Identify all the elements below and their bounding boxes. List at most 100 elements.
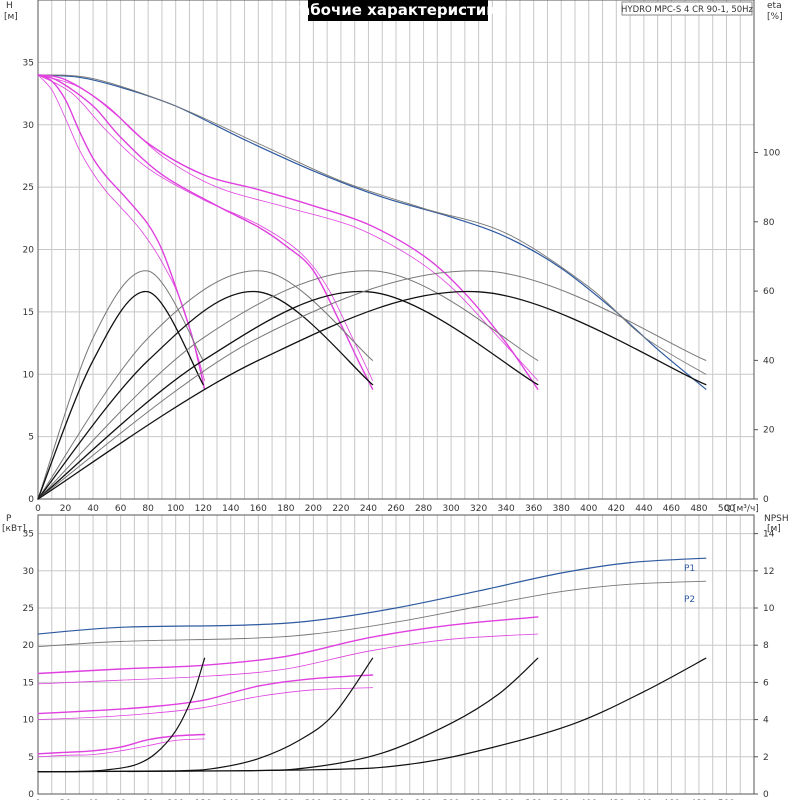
top-y2-axis-symbol: eta (767, 1, 782, 11)
p1-curve-label: P1 (684, 564, 695, 574)
bottom-y2-tick-label: 10 (763, 604, 775, 614)
top-y2-tick-label: 80 (763, 218, 775, 228)
top-x-tick-label: 220 (332, 504, 349, 514)
top-x-tick-label: 300 (442, 504, 459, 514)
top-x-tick-label: 280 (415, 504, 432, 514)
top-x-tick-label: 80 (142, 504, 154, 514)
bottom-y2-tick-label: 8 (763, 641, 769, 651)
top-x-tick-label: 20 (60, 504, 72, 514)
p2-curve-label: P2 (684, 595, 695, 605)
top-x-tick-label: 340 (498, 504, 515, 514)
top-grid (38, 0, 754, 499)
top-head-curve-5 (37, 74, 373, 381)
bottom-y2-tick-label: 4 (763, 716, 769, 726)
model-box (621, 1, 753, 16)
bottom-y-tick-label: 0 (28, 790, 34, 800)
bottom-y-tick-label: 20 (23, 641, 35, 651)
bottom-power-curve-5 (37, 687, 373, 720)
model-label: HYDRO MPC-S 4 CR 90-1, 50Hz (621, 5, 754, 15)
top-eff-curve-11 (37, 290, 374, 500)
top-y2-tick-label: 40 (763, 356, 775, 366)
bottom-y2-tick-label: 12 (763, 567, 774, 577)
top-y-tick-label: 35 (23, 58, 34, 68)
top-tick-labels: 0 20 40 60 80 100 120 140 160 180 200 220 240 260 280 3… (23, 58, 781, 514)
top-y-tick-label: 0 (28, 495, 34, 505)
bottom-power-curve-1 (37, 580, 707, 648)
top-eff-curve-12 (37, 270, 539, 500)
bottom-power-curve-2 (37, 616, 539, 675)
top-y-tick-label: 5 (28, 433, 34, 443)
top-x-tick-label: 200 (305, 504, 322, 514)
bottom-power-curve-0 (37, 557, 707, 635)
top-head-curve-3 (37, 74, 539, 381)
top-plot-frame (37, 0, 755, 500)
top-eff-curve-10 (37, 270, 374, 500)
bottom-y-tick-label: 10 (23, 716, 35, 726)
bottom-power-curve-7 (37, 738, 205, 758)
top-x-tick-label: 100 (167, 504, 184, 514)
top-y-tick-label: 20 (23, 246, 35, 256)
top-x-tick-label: 120 (195, 504, 212, 514)
top-x-tick-label: 60 (115, 504, 127, 514)
top-x-tick-label: 180 (277, 504, 294, 514)
top-x-tick-label: 460 (663, 504, 680, 514)
chart-title: Рабочие характеристики (289, 1, 507, 19)
top-y2-tick-label: 100 (763, 148, 780, 158)
top-y-tick-label: 30 (23, 121, 35, 131)
x-axis-unit: [м³/ч] (733, 504, 759, 514)
top-x-tick-label: 160 (250, 504, 267, 514)
top-y-tick-label: 15 (23, 308, 34, 318)
top-x-tick-label: 0 (35, 504, 41, 514)
top-head-curve-6 (37, 74, 206, 390)
bottom-plot-frame (37, 514, 755, 795)
bottom-series-group (37, 557, 707, 773)
top-x-tick-label: 260 (387, 504, 404, 514)
top-head-curve-7 (37, 74, 205, 381)
bottom-npsh-curve-11 (37, 657, 707, 773)
bottom-y2-tick-label: 6 (763, 678, 769, 688)
bottom-y-axis-symbol: P (6, 514, 12, 524)
top-x-tick-label: 360 (525, 504, 542, 514)
top-x-tick-label: 440 (635, 504, 652, 514)
top-x-tick-label: 500 (718, 504, 735, 514)
bottom-y-axis-unit: [кВт] (2, 524, 26, 534)
top-x-tick-label: 420 (608, 504, 625, 514)
bottom-power-curve-4 (37, 674, 374, 715)
bottom-y-tick-label: 25 (23, 604, 34, 614)
top-y2-axis-unit: [%] (767, 12, 783, 22)
bottom-y-tick-label: 35 (23, 530, 34, 540)
bottom-y2-axis-symbol: NPSH (764, 514, 789, 524)
top-eff-curve-9 (37, 291, 204, 500)
bottom-y-tick-label: 30 (23, 567, 35, 577)
top-eff-curve-15 (37, 290, 707, 500)
top-x-tick-label: 240 (360, 504, 377, 514)
bottom-y2-tick-label: 14 (763, 530, 775, 540)
bottom-y2-tick-label: 2 (763, 753, 769, 763)
x-axis-symbol: Q (724, 504, 731, 514)
top-head-curve-4 (37, 74, 374, 390)
top-y2-tick-label: 60 (763, 287, 775, 297)
top-x-tick-label: 380 (553, 504, 570, 514)
top-x-tick-label: 40 (87, 504, 99, 514)
top-eff-curve-13 (37, 290, 539, 500)
chart-title-background (308, 0, 488, 21)
top-x-tick-label: 320 (470, 504, 487, 514)
top-head-curve-1 (37, 74, 707, 375)
bottom-grid (38, 515, 754, 794)
bottom-y-tick-label: 15 (23, 678, 34, 688)
top-eff-curve-8 (37, 270, 204, 500)
top-eff-curve-14 (37, 270, 707, 500)
top-x-tick-label: 400 (580, 504, 597, 514)
top-x-tick-label: 140 (222, 504, 239, 514)
bottom-y2-axis-unit: [м] (767, 524, 781, 534)
top-y2-tick-label: 0 (763, 495, 769, 505)
top-y-tick-label: 25 (23, 183, 34, 193)
bottom-power-curve-6 (37, 733, 206, 755)
top-y2-tick-label: 20 (763, 426, 775, 436)
top-head-curve-2 (37, 74, 539, 390)
top-x-tick-label: 480 (690, 504, 707, 514)
top-y-axis-symbol: H (6, 1, 13, 11)
top-y-axis-unit: [м] (4, 12, 18, 22)
